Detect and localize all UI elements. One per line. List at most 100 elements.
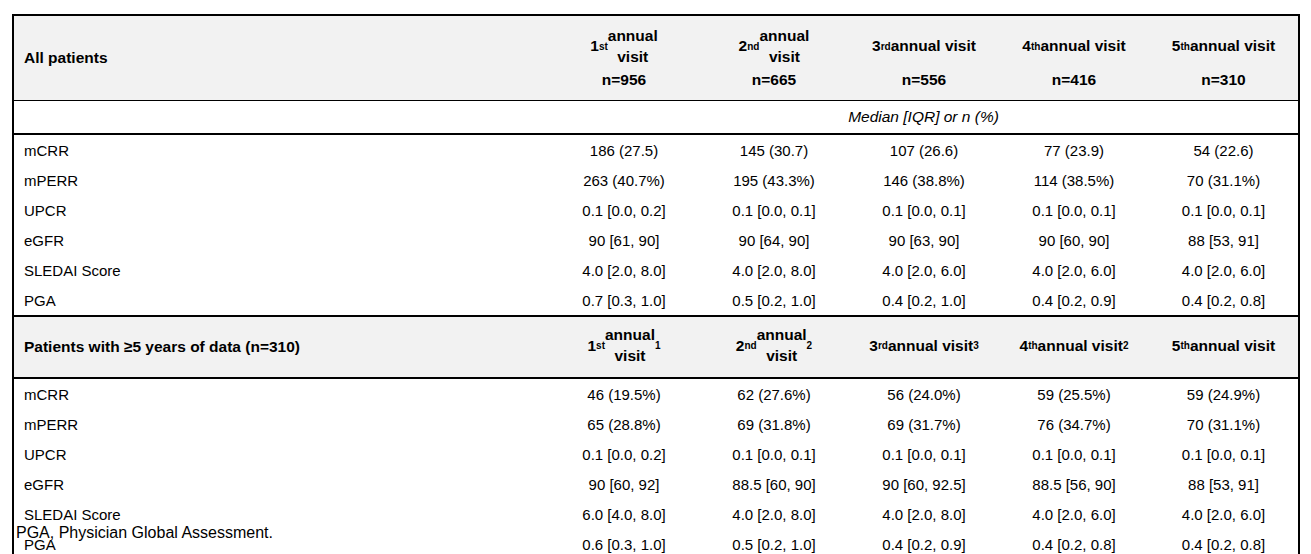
cell-value: 0.6 [0.3, 1.0]	[549, 529, 699, 554]
cell-value: 4.0 [2.0, 6.0]	[849, 255, 999, 285]
column-header: 5th annual visitn=310	[1149, 15, 1299, 101]
visit-label: 3rd annual visit3	[851, 336, 997, 357]
cell-value: 88.5 [56, 90]	[999, 469, 1149, 499]
table-row: UPCR0.1 [0.0, 0.2]0.1 [0.0, 0.1]0.1 [0.0…	[13, 439, 1299, 469]
cell-value: 0.1 [0.0, 0.2]	[549, 439, 699, 469]
visit-label: 5th annual visit	[1151, 26, 1296, 68]
section-title: Patients with ≥5 years of data (n=310)	[13, 316, 549, 378]
cell-value: 62 (27.6%)	[699, 378, 849, 409]
cell-value: 0.1 [0.0, 0.1]	[1149, 195, 1299, 225]
table-row: PGA0.7 [0.3, 1.0]0.5 [0.2, 1.0]0.4 [0.2,…	[13, 285, 1299, 316]
section-header-row: All patients1st annualvisitn=9562nd annu…	[13, 15, 1299, 101]
n-count: n=556	[851, 71, 997, 89]
cell-value: 4.0 [2.0, 6.0]	[1149, 255, 1299, 285]
table-row: mPERR65 (28.8%)69 (31.8%)69 (31.7%)76 (3…	[13, 409, 1299, 439]
units-row: Median [IQR] or n (%)	[13, 101, 1299, 135]
table-row: UPCR0.1 [0.0, 0.2]0.1 [0.0, 0.1]0.1 [0.0…	[13, 195, 1299, 225]
table-row: mCRR46 (19.5%)62 (27.6%)56 (24.0%)59 (25…	[13, 378, 1299, 409]
units-row-spacer	[13, 101, 549, 135]
cell-value: 114 (38.5%)	[999, 165, 1149, 195]
cell-value: 0.1 [0.0, 0.1]	[999, 439, 1149, 469]
table-row: SLEDAI Score4.0 [2.0, 8.0]4.0 [2.0, 8.0]…	[13, 255, 1299, 285]
cell-value: 263 (40.7%)	[549, 165, 699, 195]
cell-value: 88 [53, 91]	[1149, 469, 1299, 499]
table-row: mCRR186 (27.5)145 (30.7)107 (26.6)77 (23…	[13, 134, 1299, 165]
row-label: mPERR	[13, 165, 549, 195]
column-header: 3rd annual visit3	[849, 316, 999, 378]
visit-label: 1st annualvisit	[551, 26, 697, 68]
visit-label: 4th annual visit2	[1001, 336, 1147, 357]
cell-value: 0.1 [0.0, 0.1]	[699, 195, 849, 225]
row-label: mCRR	[13, 378, 549, 409]
cell-value: 69 (31.8%)	[699, 409, 849, 439]
row-label: eGFR	[13, 469, 549, 499]
table-footnote: PGA, Physician Global Assessment.	[16, 524, 273, 542]
column-header: 3rd annual visit n=556	[849, 15, 999, 101]
column-header: 4th annual visit n=416	[999, 15, 1149, 101]
cell-value: 186 (27.5)	[549, 134, 699, 165]
visit-label: 1st annualvisit1	[551, 325, 697, 367]
cell-value: 0.4 [0.2, 0.8]	[999, 529, 1149, 554]
column-header: 2nd annualvisitn=665	[699, 15, 849, 101]
cell-value: 70 (31.1%)	[1149, 165, 1299, 195]
cell-value: 4.0 [2.0, 8.0]	[849, 499, 999, 529]
cell-value: 0.4 [0.2, 0.8]	[1149, 529, 1299, 554]
cell-value: 4.0 [2.0, 6.0]	[999, 499, 1149, 529]
cell-value: 195 (43.3%)	[699, 165, 849, 195]
cell-value: 70 (31.1%)	[1149, 409, 1299, 439]
cell-value: 0.5 [0.2, 1.0]	[699, 285, 849, 316]
cell-value: 90 [63, 90]	[849, 225, 999, 255]
page: All patients1st annualvisitn=9562nd annu…	[0, 0, 1311, 554]
cell-value: 77 (23.9)	[999, 134, 1149, 165]
cell-value: 0.4 [0.2, 0.8]	[1149, 285, 1299, 316]
n-count: n=416	[1001, 71, 1147, 89]
visit-label: 4th annual visit	[1001, 26, 1147, 68]
cell-value: 59 (25.5%)	[999, 378, 1149, 409]
cell-value: 4.0 [2.0, 8.0]	[699, 499, 849, 529]
cell-value: 69 (31.7%)	[849, 409, 999, 439]
cell-value: 90 [61, 90]	[549, 225, 699, 255]
cell-value: 65 (28.8%)	[549, 409, 699, 439]
cell-value: 90 [60, 92.5]	[849, 469, 999, 499]
column-header: 5th annual visit	[1149, 316, 1299, 378]
cell-value: 76 (34.7%)	[999, 409, 1149, 439]
cell-value: 0.7 [0.3, 1.0]	[549, 285, 699, 316]
n-count: n=665	[701, 71, 847, 89]
cell-value: 0.1 [0.0, 0.1]	[999, 195, 1149, 225]
cell-value: 88.5 [60, 90]	[699, 469, 849, 499]
section-title: All patients	[13, 15, 549, 101]
cell-value: 0.1 [0.0, 0.1]	[699, 439, 849, 469]
cell-value: 0.1 [0.0, 0.1]	[849, 195, 999, 225]
cell-value: 0.1 [0.0, 0.1]	[849, 439, 999, 469]
cell-value: 0.1 [0.0, 0.1]	[1149, 439, 1299, 469]
section-header-row: Patients with ≥5 years of data (n=310)1s…	[13, 316, 1299, 378]
row-label: mPERR	[13, 409, 549, 439]
cell-value: 0.4 [0.2, 0.9]	[849, 529, 999, 554]
cell-value: 4.0 [2.0, 6.0]	[1149, 499, 1299, 529]
column-header: 2nd annualvisit2	[699, 316, 849, 378]
cell-value: 0.4 [0.2, 1.0]	[849, 285, 999, 316]
visit-label: 3rd annual visit	[851, 26, 997, 68]
row-label: eGFR	[13, 225, 549, 255]
cell-value: 90 [60, 90]	[999, 225, 1149, 255]
row-label: mCRR	[13, 134, 549, 165]
cell-value: 0.5 [0.2, 1.0]	[699, 529, 849, 554]
table-row: eGFR90 [61, 90]90 [64, 90]90 [63, 90]90 …	[13, 225, 1299, 255]
cell-value: 6.0 [4.0, 8.0]	[549, 499, 699, 529]
column-header: 1st annualvisit1	[549, 316, 699, 378]
column-header: 1st annualvisitn=956	[549, 15, 699, 101]
patients-table-body: All patients1st annualvisitn=9562nd annu…	[13, 15, 1299, 554]
table-row: mPERR263 (40.7%)195 (43.3%)146 (38.8%)11…	[13, 165, 1299, 195]
cell-value: 145 (30.7)	[699, 134, 849, 165]
cell-value: 4.0 [2.0, 8.0]	[699, 255, 849, 285]
row-label: UPCR	[13, 439, 549, 469]
cell-value: 56 (24.0%)	[849, 378, 999, 409]
cell-value: 0.1 [0.0, 0.2]	[549, 195, 699, 225]
visit-label: 2nd annualvisit2	[701, 325, 847, 367]
cell-value: 59 (24.9%)	[1149, 378, 1299, 409]
cell-value: 88 [53, 91]	[1149, 225, 1299, 255]
cell-value: 107 (26.6)	[849, 134, 999, 165]
cell-value: 4.0 [2.0, 8.0]	[549, 255, 699, 285]
column-header: 4th annual visit2	[999, 316, 1149, 378]
cell-value: 54 (22.6)	[1149, 134, 1299, 165]
